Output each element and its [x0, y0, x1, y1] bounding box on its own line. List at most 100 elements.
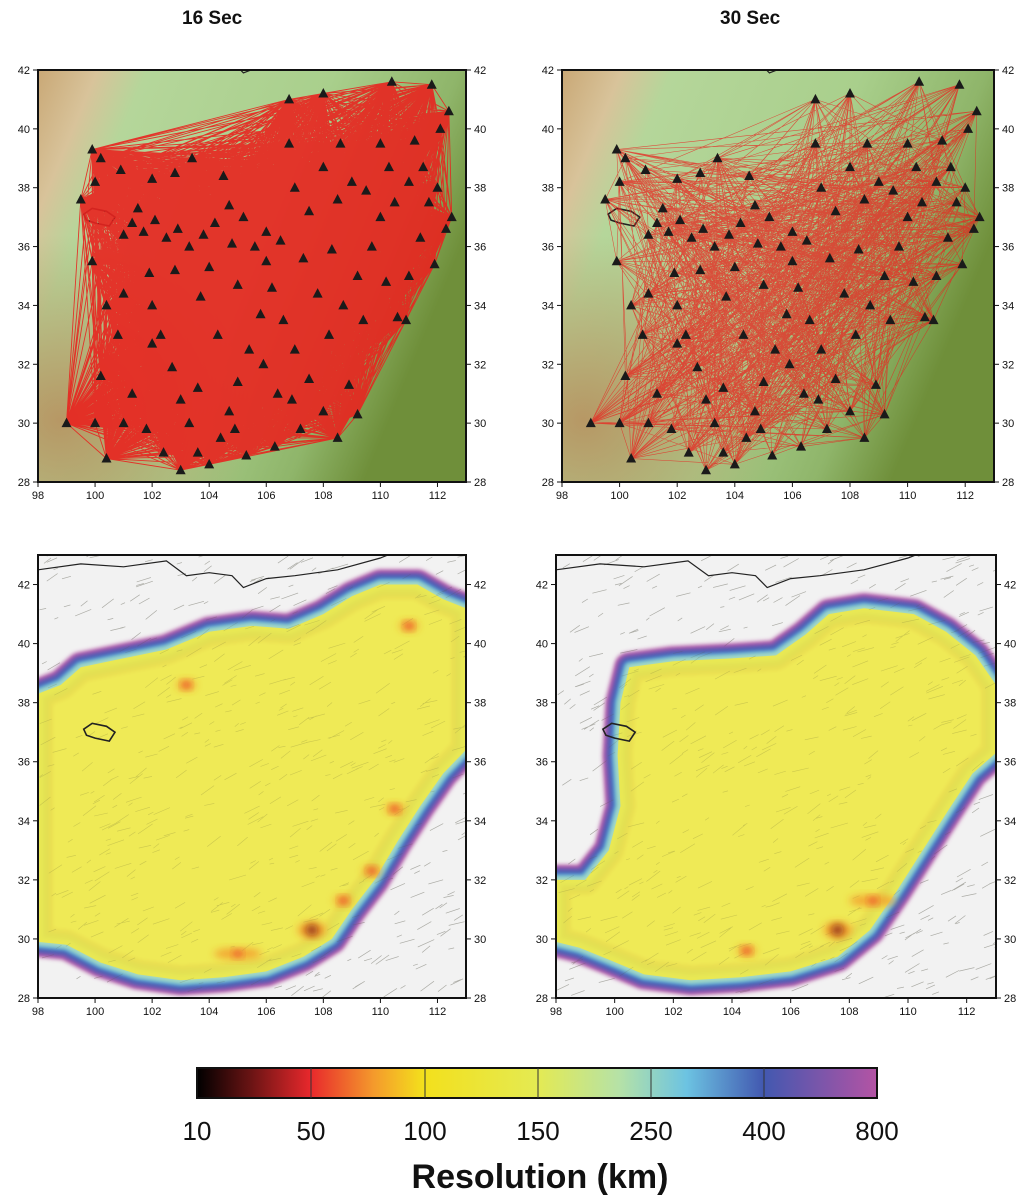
station-triangle	[289, 344, 300, 354]
lon-tick-label: 108	[314, 1006, 332, 1018]
station-triangle	[879, 270, 890, 280]
lat-tick-label-right: 28	[1002, 477, 1014, 489]
station-triangle	[403, 176, 414, 186]
station-triangle	[232, 279, 243, 289]
lat-tick-label-right: 40	[1002, 124, 1014, 136]
lat-tick-label-left: 32	[542, 359, 554, 371]
station-triangle	[204, 261, 215, 272]
station-triangle	[643, 229, 654, 239]
column-title-16-sec: 16 Sec	[182, 8, 243, 29]
station-triangle	[141, 423, 152, 434]
colorbar-tick-250: 250	[629, 1116, 672, 1146]
station-triangle	[127, 217, 138, 228]
station-triangle	[435, 123, 446, 133]
station-triangle	[249, 241, 260, 251]
station-triangle	[209, 217, 220, 228]
station-triangle	[850, 329, 861, 339]
national-border	[38, 555, 390, 589]
ray-path-bundle	[590, 81, 980, 471]
station-triangle	[204, 458, 215, 469]
station-triangle	[911, 161, 922, 172]
station-triangle	[418, 161, 429, 172]
lon-tick-label: 108	[841, 490, 859, 502]
station-triangle	[643, 417, 654, 428]
lat-tick-label-left: 34	[18, 816, 30, 828]
station-triangle	[332, 432, 343, 442]
station-triangle	[626, 452, 637, 463]
station-triangle	[403, 270, 414, 280]
station-triangle	[147, 173, 158, 183]
station-triangle	[324, 329, 335, 339]
station-triangle	[255, 308, 266, 319]
lat-tick-label-left: 40	[18, 639, 30, 651]
resolution-colorbar: 10 50 100 150 250 400 800 Resolution (km…	[183, 1067, 899, 1196]
lat-tick-label-left: 34	[536, 816, 548, 828]
lat-tick-label-left: 28	[18, 477, 30, 489]
station-triangle	[112, 329, 123, 339]
station-triangle	[735, 217, 746, 228]
lon-tick-label: 102	[668, 490, 686, 502]
station-triangle	[429, 258, 440, 269]
colorbar-tick-150: 150	[516, 1116, 559, 1146]
station-triangle	[963, 123, 974, 133]
lat-tick-label-right: 40	[1004, 639, 1016, 651]
lon-tick-label: 98	[556, 490, 568, 502]
lat-tick-label-left: 38	[18, 183, 30, 195]
lat-tick-label-right: 32	[474, 875, 486, 887]
station-triangle	[426, 79, 437, 89]
station-triangle	[346, 176, 357, 186]
ray-path-map-16-sec: 98 100 102 104 106 108 110 112 28 28 30 30 32 32 34 34 3…	[18, 65, 487, 502]
station-triangle	[701, 464, 711, 475]
station-triangle	[132, 202, 143, 213]
lon-tick-label: 112	[429, 1006, 447, 1018]
station-triangle	[278, 314, 289, 325]
station-triangle	[767, 450, 778, 460]
lat-tick-label-left: 40	[18, 124, 30, 136]
station-triangle	[695, 167, 706, 177]
lat-tick-label-right: 42	[1004, 580, 1016, 592]
lat-tick-label-right: 28	[1004, 993, 1016, 1005]
lat-tick-label-left: 34	[18, 300, 30, 312]
station-triangle	[101, 452, 112, 463]
lat-tick-label-right: 30	[474, 934, 486, 946]
station-triangle	[816, 344, 827, 354]
column-title-30-sec: 30 Sec	[720, 8, 781, 29]
station-triangle	[931, 270, 942, 280]
lat-tick-label-right: 42	[474, 580, 486, 592]
station-triangle	[175, 464, 186, 475]
station-triangle	[652, 388, 663, 398]
lat-tick-label-left: 28	[18, 993, 30, 1005]
lon-tick-label: 100	[610, 490, 628, 502]
station-triangle	[968, 223, 979, 233]
lat-tick-label-right: 38	[474, 183, 486, 195]
station-triangle	[184, 241, 195, 251]
station-triangle	[960, 182, 971, 192]
lat-tick-label-right: 30	[474, 418, 486, 430]
lat-tick-label-right: 36	[474, 757, 486, 769]
colorbar-tick-800: 800	[855, 1116, 898, 1146]
qinghai-lake-outline	[601, 722, 637, 742]
station-triangle	[318, 405, 329, 416]
lon-tick-label: 110	[899, 1006, 917, 1018]
lon-tick-label: 98	[32, 1006, 44, 1018]
resolution-map-30-sec: 98 100 102 104 106 108 110 112 28 28 30 30 32 32 34 34 3…	[536, 554, 1016, 1018]
station-triangle	[758, 279, 769, 289]
station-triangle	[212, 329, 223, 339]
station-triangle	[698, 223, 709, 233]
lat-tick-label-left: 40	[542, 124, 554, 136]
station-triangle	[87, 143, 98, 154]
station-triangle	[187, 152, 198, 163]
station-triangle	[241, 450, 252, 460]
station-triangle	[383, 161, 394, 172]
station-triangle	[810, 138, 821, 148]
station-triangle	[801, 235, 812, 245]
station-triangle	[304, 373, 315, 383]
lon-tick-label: 112	[958, 1006, 976, 1018]
resolution-field	[38, 555, 466, 998]
station-triangle	[375, 138, 386, 148]
station-triangle	[859, 432, 870, 442]
station-triangle	[793, 282, 804, 292]
lat-tick-label-left: 36	[18, 757, 30, 769]
station-triangle	[859, 193, 870, 204]
station-triangle	[928, 314, 939, 325]
